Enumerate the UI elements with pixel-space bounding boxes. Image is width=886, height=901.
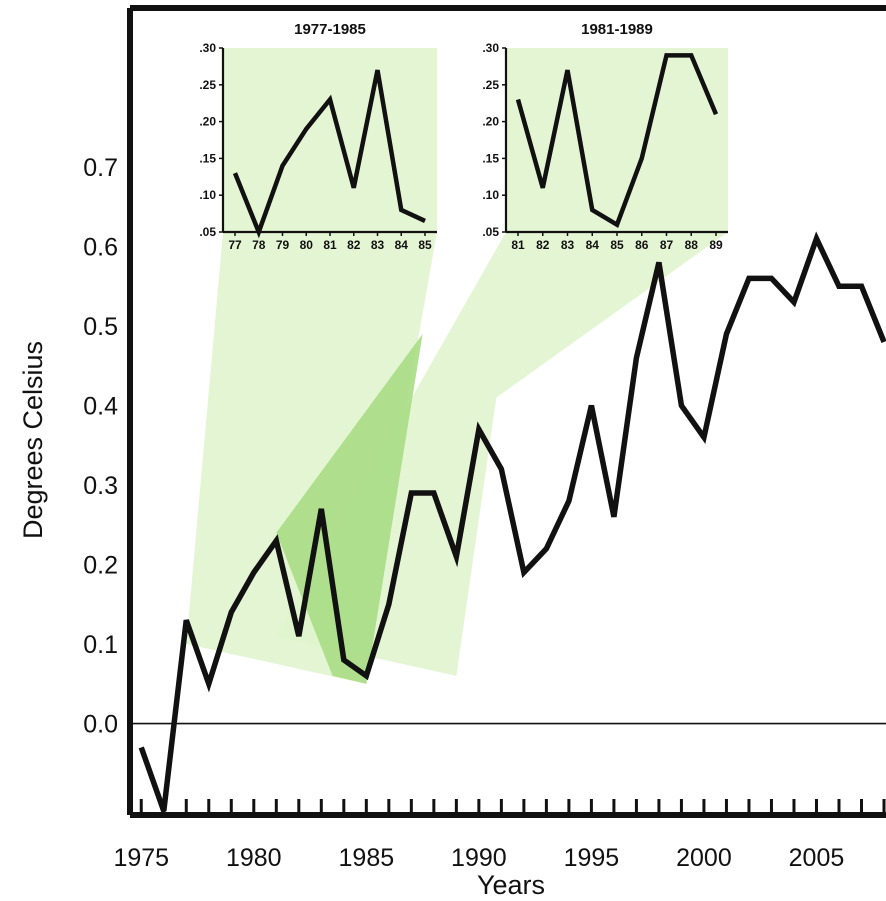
y-tick-label: 0.1 (83, 631, 118, 659)
inset-x-tick-label: 81 (323, 238, 337, 252)
inset-x-tick-label: 78 (252, 238, 266, 252)
highlight-overlap (276, 333, 423, 684)
inset-x-tick-label: 85 (610, 238, 624, 252)
x-tick-label: 1975 (113, 844, 169, 872)
inset-y-tick-label: .15 (482, 151, 499, 165)
inset-x-tick-label: 87 (660, 238, 674, 252)
inset-chart-1981-1989: 1981-1989 .05 .10 .15 .20 .25 .30 81 82 83 84 85 86 8… (482, 21, 728, 252)
inset-x-tick-label: 79 (276, 238, 290, 252)
inset-x-tick-label: 86 (635, 238, 649, 252)
y-axis-ticks: 0.0 0.1 0.2 0.3 0.4 0.5 0.6 0.7 (83, 154, 118, 739)
inset-title: 1981-1989 (581, 21, 653, 38)
temperature-series-line (138, 231, 886, 812)
inset-y-tick-label: .25 (199, 78, 216, 92)
y-tick-label: 0.4 (83, 393, 118, 421)
inset-x-tick-label: 85 (418, 238, 432, 252)
inset-title: 1977-1985 (294, 21, 366, 38)
x-axis-title: Years (477, 870, 545, 900)
inset-x-tick-label: 84 (586, 238, 600, 252)
x-tick-label: 1985 (339, 844, 395, 872)
inset-x-tick-label: 83 (371, 238, 385, 252)
x-tick-label: 1990 (451, 844, 507, 872)
x-tick-label: 1995 (564, 844, 620, 872)
y-tick-label: 0.0 (83, 711, 118, 739)
inset-y-tick-label: .10 (199, 188, 216, 202)
y-tick-label: 0.7 (83, 154, 118, 182)
y-tick-label: 0.3 (83, 472, 118, 500)
inset-x-tick-label: 88 (685, 238, 699, 252)
x-tick-label: 1980 (226, 844, 282, 872)
x-tick-label: 2000 (676, 844, 732, 872)
inset-y-tick-label: .20 (199, 115, 216, 129)
x-axis-ticks: 1975 1980 1985 1990 1995 2000 2005 (113, 799, 886, 872)
inset-x-tick-label: 84 (395, 238, 409, 252)
inset-y-tick-label: .05 (482, 225, 499, 239)
y-tick-label: 0.2 (83, 552, 118, 580)
y-axis-title: Degrees Celsius (18, 341, 48, 539)
inset-y-tick-label: .20 (482, 115, 499, 129)
inset-x-tick-label: 89 (709, 238, 723, 252)
main-plot-frame (127, 5, 886, 818)
x-tick-label: 2005 (789, 844, 845, 872)
inset-y-tick-label: .10 (482, 188, 499, 202)
inset-y-tick-label: .25 (482, 78, 499, 92)
inset-chart-1977-1985: 1977-1985 .05 .10 .15 .20 .25 .30 77 78 79 80 81 82 8… (199, 21, 437, 252)
inset-x-tick-label: 82 (536, 238, 550, 252)
y-tick-label: 0.5 (83, 313, 118, 341)
inset-x-tick-label: 80 (300, 238, 314, 252)
inset-x-tick-label: 82 (347, 238, 361, 252)
inset-y-tick-label: .15 (199, 151, 216, 165)
inset-x-tick-label: 77 (228, 238, 242, 252)
main-series-layer (138, 231, 886, 812)
inset-x-tick-label: 81 (511, 238, 525, 252)
inset-x-tick-label: 83 (561, 238, 575, 252)
inset-y-tick-label: .05 (199, 225, 216, 239)
y-tick-label: 0.6 (83, 234, 118, 262)
inset-y-tick-label: .30 (482, 41, 499, 55)
inset-y-tick-label: .30 (199, 41, 216, 55)
